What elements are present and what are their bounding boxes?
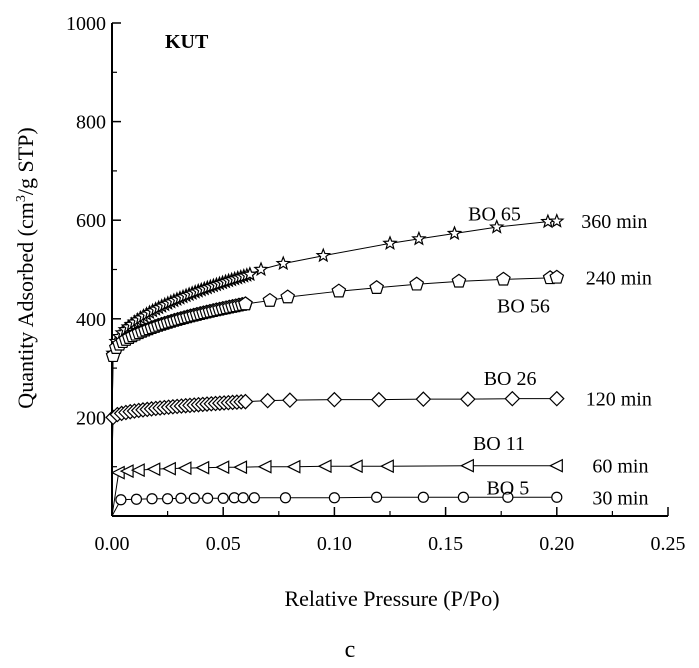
y-tick-label: 200 [76,407,106,429]
data-point [457,491,469,503]
chart-title: KUT [165,31,209,53]
plot-area [105,213,565,517]
data-point [161,461,176,476]
x-tick-label: 0.20 [539,533,574,555]
data-point [237,492,249,504]
data-point [409,276,425,291]
data-point [217,492,229,504]
data-point [242,266,258,282]
data-point [549,213,565,228]
data-point [146,493,158,505]
x-axis-label: Relative Pressure (P/Po) [284,586,499,611]
y-axis-label: Quantity Adsorbed (cm3/g STP) [13,127,38,408]
data-point [215,460,230,475]
data-point [317,459,332,474]
data-point [417,491,429,503]
data-point [162,493,174,505]
data-point [502,491,514,503]
series-time-label: 120 min [586,389,652,411]
series-name-label: BO 11 [473,433,525,455]
data-point [371,391,387,408]
series-time-label: 360 min [581,211,647,233]
x-tick-label: 0.25 [651,533,686,555]
data-point [548,458,563,473]
data-point [146,462,161,477]
data-point [279,492,292,504]
x-tick-label: 0.00 [95,533,130,555]
y-tick-label: 800 [76,112,106,134]
data-point [275,255,292,271]
data-point [248,492,260,504]
data-point [188,492,200,504]
series-name-label: BO 26 [484,368,537,390]
series-labels: BO 65 360 min BO 56 240 min BO 26 120 min BO 1… [468,203,652,509]
data-point [202,492,214,504]
data-point [130,493,143,505]
data-point [286,459,301,474]
series-bo-11 [110,458,563,517]
data-point [459,458,474,473]
series-time-label: 30 min [592,487,648,509]
data-point [459,391,476,408]
x-tick-label: 0.10 [317,533,352,555]
data-point [115,494,127,506]
data-point [369,279,385,294]
data-point [259,392,276,409]
data-point [326,391,343,408]
data-point [175,492,187,504]
data-point [257,459,272,474]
data-point [262,292,278,307]
data-point [451,273,467,288]
figure-caption: c [345,637,356,663]
series-name-label: BO 56 [497,295,550,317]
series-time-label: 240 min [586,267,652,289]
series-name-label: BO 5 [486,477,529,499]
data-point [315,247,332,263]
data-point [237,393,254,410]
data-point [496,271,511,286]
data-point [504,390,521,407]
series-bo-65 [105,213,565,516]
x-tick-label: 0.15 [428,533,463,555]
data-point [446,225,463,241]
data-point [238,296,253,311]
series-bo-56 [105,269,565,516]
axis-ticks: 0.00 0.05 0.10 0.15 0.20 0.25 200 400 600 800 1000 [66,13,686,555]
data-point [280,289,296,304]
series-name-label: BO 65 [468,203,521,225]
data-point [371,491,383,503]
data-point [411,230,427,246]
data-point [177,461,192,476]
data-point [548,390,565,407]
y-tick-label: 600 [76,210,106,232]
data-point [549,269,565,284]
series-bo-5 [111,491,563,517]
data-point [382,235,398,250]
y-tick-label: 400 [76,309,106,331]
data-point [253,261,269,277]
x-tick-label: 0.05 [206,533,241,555]
series-time-label: 60 min [592,456,648,478]
data-point [328,492,340,504]
data-point [282,392,298,408]
y-tick-label: 1000 [66,13,106,35]
data-point [130,463,145,478]
series-bo-26 [105,390,565,516]
data-point [348,459,363,474]
data-point [488,218,505,234]
data-point [551,491,563,503]
data-point [379,459,394,474]
axes [111,23,668,517]
data-point [415,391,432,408]
data-point [233,460,248,475]
data-point [195,460,210,475]
data-point [331,283,347,298]
